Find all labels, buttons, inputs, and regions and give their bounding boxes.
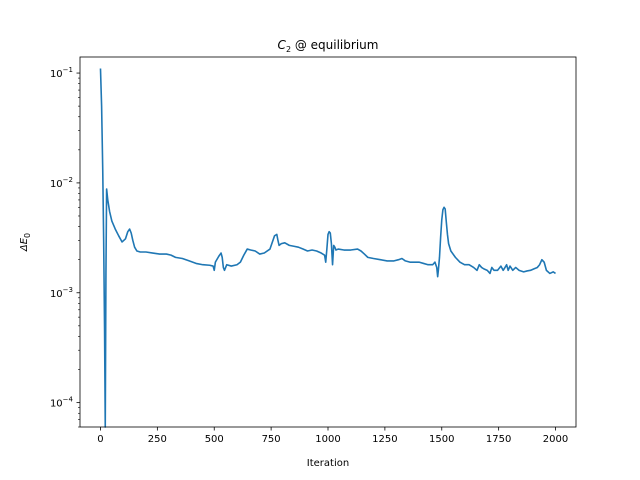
y-tick-base: 10 <box>50 289 63 300</box>
y-tick-base: 10 <box>50 399 63 410</box>
series-line <box>99 68 556 428</box>
y-axis-ticks: 10−410−310−210−1 <box>50 66 80 410</box>
y-axis-label-main: ΔE <box>19 237 30 252</box>
chart-title: C2 @ equilibrium <box>278 38 379 54</box>
y-tick-label: 10−2 <box>50 176 73 190</box>
x-tick-label: 500 <box>205 434 224 445</box>
title-base: C <box>278 38 287 52</box>
y-tick-exponent: −1 <box>63 66 73 74</box>
y-tick-exponent: −4 <box>63 396 74 404</box>
x-tick-label: 0 <box>97 434 103 445</box>
y-axis-label-subscript: 0 <box>23 233 32 238</box>
axes-frame <box>79 56 577 428</box>
x-tick-label: 2000 <box>543 434 568 445</box>
y-tick-label: 10−3 <box>50 286 73 300</box>
x-tick-label: 250 <box>148 434 167 445</box>
y-tick-label: 10−1 <box>50 66 73 80</box>
title-rest: @ equilibrium <box>291 38 378 52</box>
x-axis-label: Iteration <box>307 458 349 469</box>
x-tick-label: 750 <box>262 434 281 445</box>
x-tick-label: 1250 <box>372 434 397 445</box>
y-tick-exponent: −2 <box>63 176 73 184</box>
x-axis-ticks: 0 250 500 750 1000 1250 1500 1750 2000 <box>97 427 568 445</box>
x-tick-label: 1750 <box>486 434 511 445</box>
x-tick-label: 1000 <box>315 434 340 445</box>
y-tick-label: 10−4 <box>50 396 74 410</box>
title-subscript: 2 <box>286 45 291 54</box>
y-axis-label: ΔE0 <box>19 233 32 252</box>
x-tick-label: 1500 <box>429 434 454 445</box>
y-tick-base: 10 <box>50 69 63 80</box>
y-tick-base: 10 <box>50 179 63 190</box>
y-tick-exponent: −3 <box>63 286 73 294</box>
